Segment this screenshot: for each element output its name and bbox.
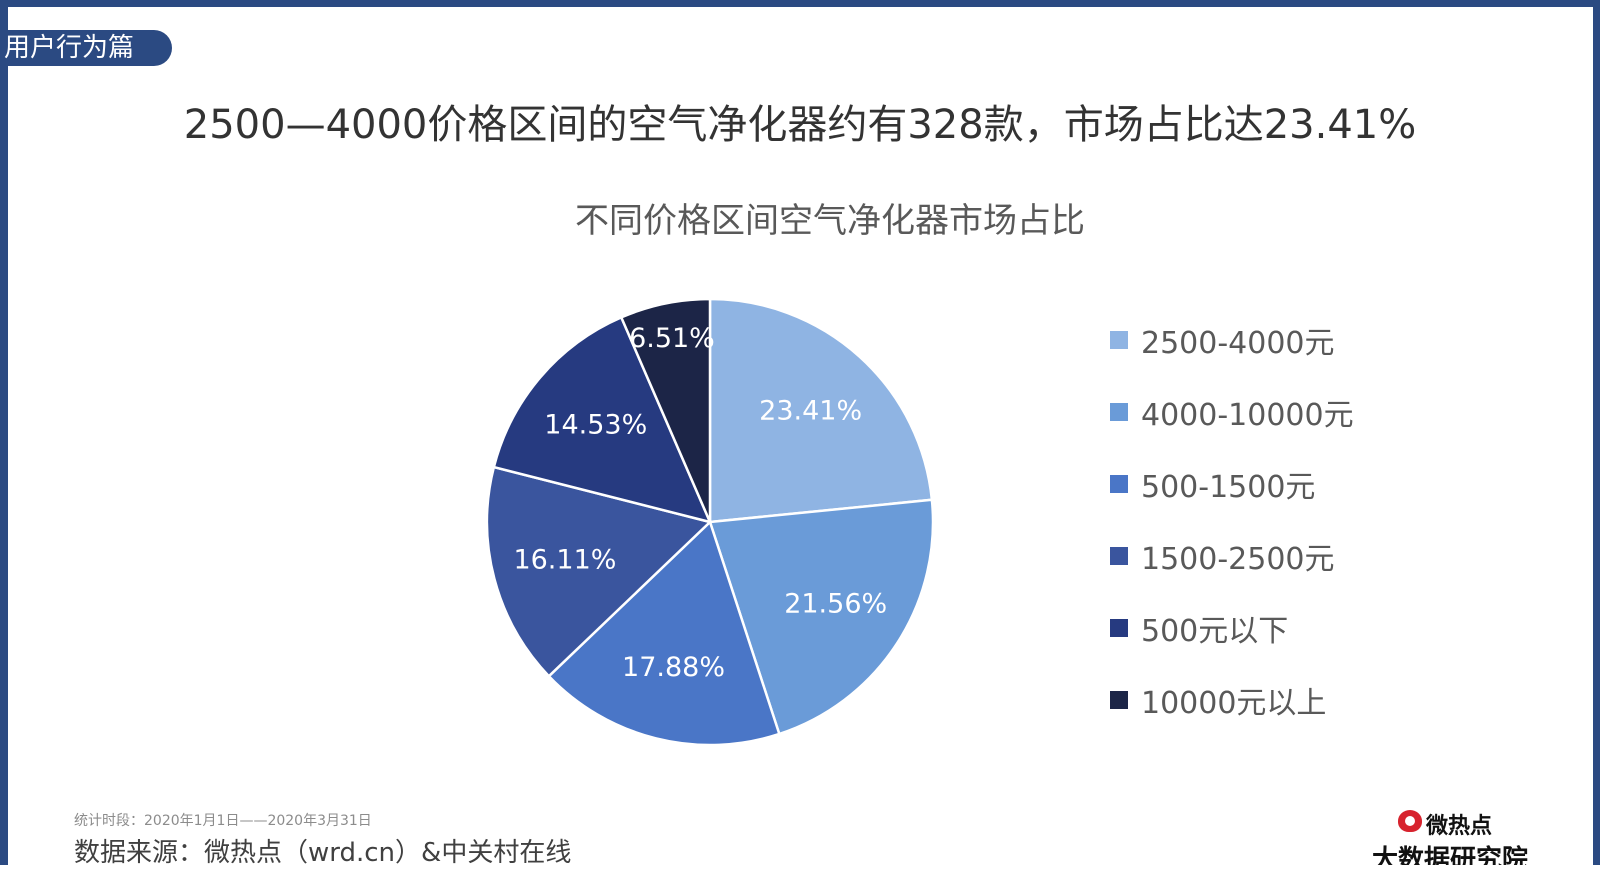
pie-slice-label: 14.53% xyxy=(544,409,647,440)
legend-label: 500元以下 xyxy=(1141,614,1289,649)
legend-label: 2500-4000元 xyxy=(1141,326,1335,361)
pie-slice xyxy=(708,297,934,524)
legend-label: 500-1500元 xyxy=(1141,470,1316,505)
frame-left-border xyxy=(0,0,8,865)
frame-top-border xyxy=(0,0,1600,7)
frame-right-border xyxy=(1593,0,1600,865)
legend-swatch xyxy=(1110,691,1128,709)
pie-slice-label: 23.41% xyxy=(759,395,862,426)
legend-label: 1500-2500元 xyxy=(1141,542,1335,577)
legend-label: 10000元以上 xyxy=(1141,686,1327,721)
pie-slice xyxy=(485,465,712,678)
legend-label: 4000-10000元 xyxy=(1141,398,1354,433)
pie-slice-label: 6.51% xyxy=(629,323,715,354)
page-headline: 2500—4000价格区间的空气净化器约有328款，市场占比达23.41% xyxy=(183,102,1417,148)
legend-swatch xyxy=(1110,619,1128,637)
legend-swatch xyxy=(1110,331,1128,349)
legend-swatch xyxy=(1110,475,1128,493)
section-tag: 用户行为篇 xyxy=(0,30,172,66)
eye-logo-icon xyxy=(1398,810,1422,832)
pie-slice xyxy=(708,498,935,736)
pie-slice-label: 17.88% xyxy=(622,652,725,683)
logo-name: 微热点 xyxy=(1426,814,1493,839)
legend-item: 1500-2500元 xyxy=(1110,536,1335,577)
legend-item: 4000-10000元 xyxy=(1110,392,1354,433)
pie-slice xyxy=(547,520,781,747)
pie-slice-label: 16.11% xyxy=(513,545,616,576)
legend-item: 500-1500元 xyxy=(1110,464,1316,505)
legend-swatch xyxy=(1110,547,1128,565)
chart-title: 不同价格区间空气净化器市场占比 xyxy=(575,201,1085,241)
logo-subtitle: 大数据研究院 xyxy=(1372,845,1529,865)
legend-swatch xyxy=(1110,403,1128,421)
legend-item: 10000元以上 xyxy=(1110,680,1327,721)
pie-slice-label: 21.56% xyxy=(784,588,887,619)
legend-item: 500元以下 xyxy=(1110,608,1289,649)
data-source: 数据来源：微热点（wrd.cn）&中关村在线 xyxy=(74,838,572,868)
legend-item: 2500-4000元 xyxy=(1110,320,1335,361)
pie-slice xyxy=(492,316,712,524)
statistics-period: 统计时段：2020年1月1日——2020年3月31日 xyxy=(74,813,372,829)
weiredian-logo: 微热点 大数据研究院 xyxy=(1370,806,1540,865)
pie-slice xyxy=(620,297,712,524)
